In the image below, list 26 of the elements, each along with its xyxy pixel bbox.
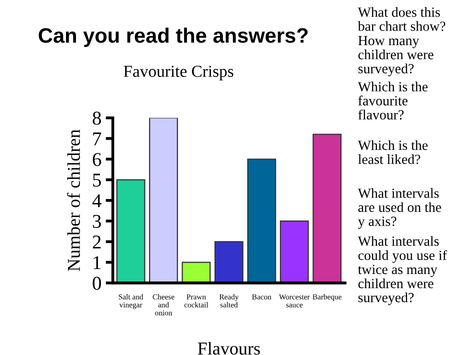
chart-subtitle: Favourite Crisps (124, 66, 234, 80)
bar (214, 241, 244, 283)
y-tick-label: 1 (94, 256, 101, 270)
text: How many children were surveyed? (358, 36, 434, 76)
y-tick-label: 7 (93, 132, 102, 146)
y-tick-label: 4 (92, 194, 102, 208)
bar (116, 179, 146, 283)
bar (182, 262, 211, 283)
y-tick-label: 5 (93, 174, 101, 187)
bar (312, 134, 342, 283)
bar (247, 158, 276, 283)
x-axis-title: Flavours (198, 342, 260, 355)
chart-title: Can you read the answers? (38, 28, 308, 47)
y-tick-label: 0 (92, 276, 101, 290)
text: What does this bar chart show? (358, 7, 446, 31)
y-tick-label: 2 (92, 236, 101, 248)
y-axis-title: Number of children (67, 129, 80, 272)
text: Which is the favourite flavour? (358, 82, 428, 120)
y-tick-label: 8 (92, 112, 101, 125)
text: Which is the least liked? (358, 140, 428, 164)
bar (149, 118, 178, 283)
bar (280, 220, 309, 283)
y-tick-label: 3 (92, 214, 101, 228)
text: What intervals could you use if twice as many children were surveyed? (358, 236, 447, 306)
y-tick-label: 6 (92, 153, 102, 166)
text: What intervals are used on the y axis? (358, 188, 442, 229)
